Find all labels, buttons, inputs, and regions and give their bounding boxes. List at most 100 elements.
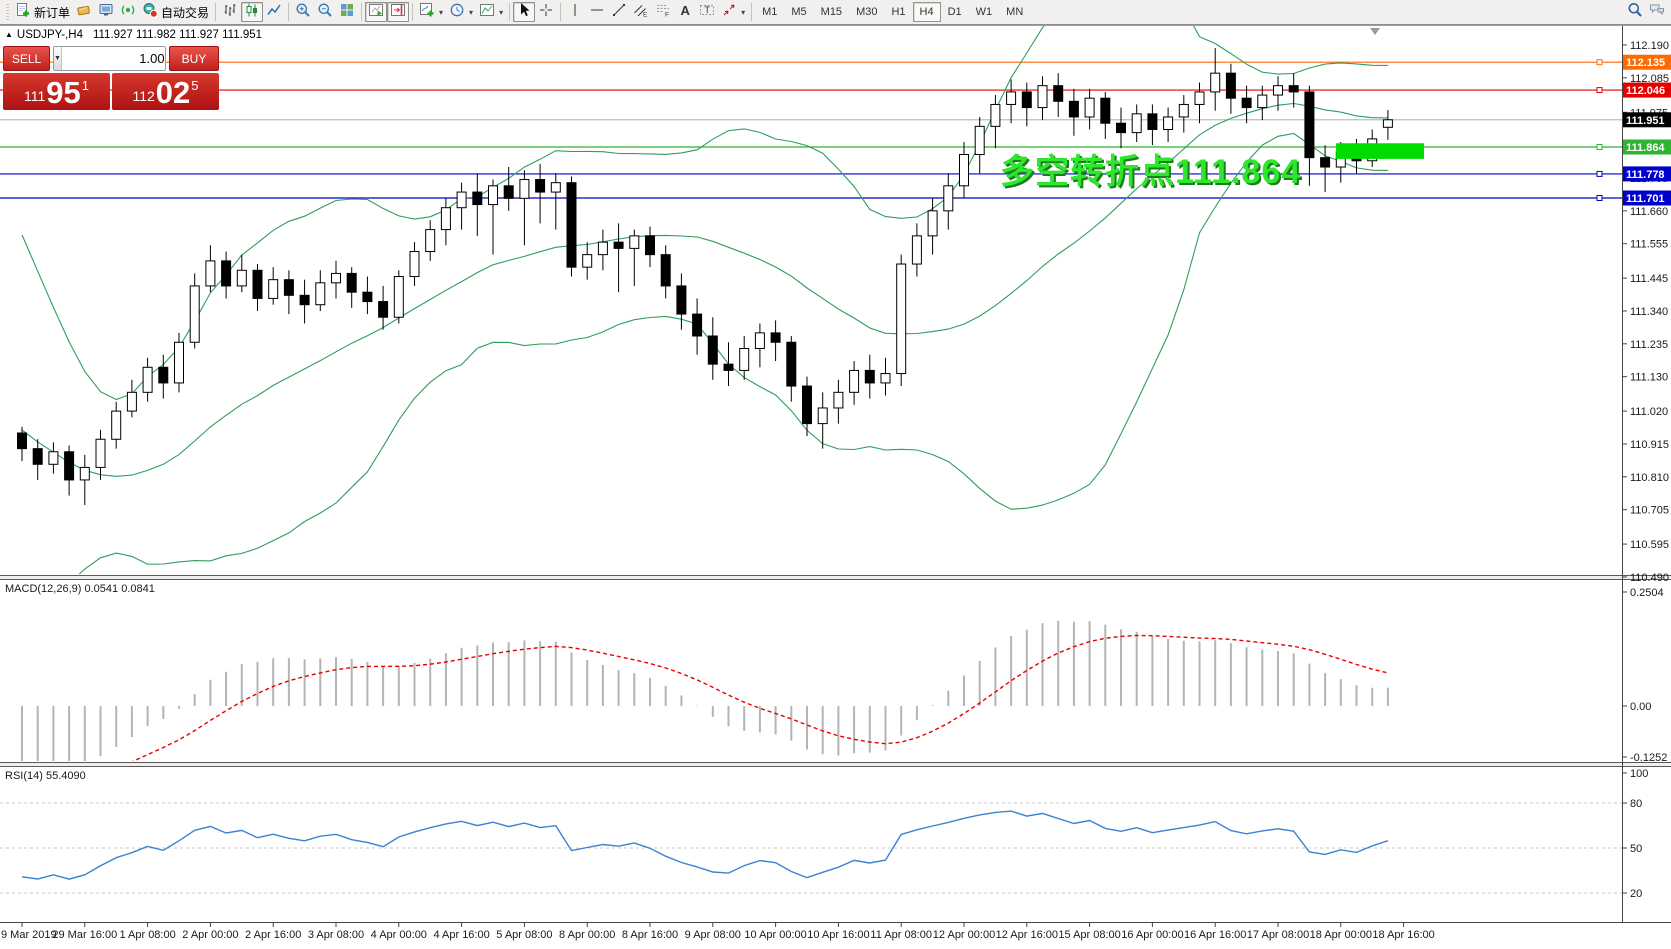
candle-body — [425, 229, 436, 253]
chat-button[interactable] — [1646, 2, 1668, 22]
crosshair-button[interactable] — [535, 2, 557, 22]
vertical-line-button[interactable] — [564, 2, 586, 22]
rsi-label: RSI(14) 55.4090 — [5, 770, 86, 782]
candle-body — [1194, 91, 1205, 105]
toolbar-grip[interactable] — [6, 4, 9, 20]
cursor-button[interactable] — [513, 2, 536, 23]
horizontal-line-button[interactable] — [586, 2, 608, 22]
text-label-button[interactable]: T — [696, 2, 718, 22]
tile-windows-button[interactable] — [336, 2, 358, 22]
price-tick-label: 111.445 — [1630, 273, 1668, 285]
candle-body — [786, 341, 797, 387]
hline-handle[interactable] — [1596, 87, 1603, 94]
templates-button[interactable]: ▾ — [476, 2, 506, 22]
timeframe-h4-button[interactable]: H4 — [912, 2, 941, 22]
price-tick-label: 111.660 — [1630, 206, 1668, 218]
candle-body — [95, 438, 106, 468]
zoom-out-button[interactable] — [314, 2, 336, 22]
timeframe-mn-button[interactable]: MN — [1006, 6, 1024, 18]
sell-price-button[interactable]: 111 95 1 — [3, 73, 110, 110]
volume-decrease-button[interactable]: ▼ — [54, 47, 62, 70]
autotrading-icon — [142, 2, 158, 23]
zoom-in-button[interactable] — [292, 2, 314, 22]
price-tick-label: 110.915 — [1630, 439, 1669, 451]
hline-handle[interactable] — [1596, 170, 1603, 177]
timeframe-w1-button[interactable]: W1 — [975, 6, 993, 18]
timeframe-h1-button[interactable]: H1 — [891, 6, 906, 18]
price-badge — [1623, 166, 1671, 182]
candle-body — [142, 366, 153, 393]
candle-body — [1288, 85, 1299, 93]
line-chart-button[interactable] — [263, 2, 285, 22]
volume-stepper: ▼ ▲ — [53, 46, 166, 71]
buy-price-big: 02 — [155, 75, 191, 111]
chart-shift-icon — [390, 2, 406, 23]
hline-handle[interactable] — [1596, 144, 1603, 151]
hline-handle[interactable] — [1596, 59, 1603, 66]
time-tick-label: 9 Mar 2019 — [1, 929, 57, 941]
chevron-down-icon[interactable]: ▾ — [499, 7, 504, 17]
new-order-button[interactable]: 新订单 — [12, 2, 73, 22]
timeframe-m5-button[interactable]: M5 — [791, 6, 807, 18]
candle-body — [896, 263, 907, 375]
equidistant-channel-button[interactable]: E — [630, 2, 652, 22]
data-window-icon — [98, 2, 114, 23]
chevron-down-icon[interactable]: ▾ — [741, 7, 746, 17]
text-button[interactable]: A — [674, 2, 696, 22]
periods-icon — [449, 2, 465, 23]
time-tick-label: 18 Apr 16:00 — [1372, 929, 1434, 941]
fibonacci-button[interactable]: F — [652, 2, 674, 22]
chevron-down-icon[interactable]: ▾ — [469, 7, 474, 17]
trendline-button[interactable] — [608, 2, 630, 22]
timeframe-d1-button[interactable]: D1 — [947, 6, 962, 18]
chevron-down-icon[interactable]: ▾ — [439, 7, 444, 17]
chart-shift-marker-icon[interactable] — [1370, 28, 1380, 35]
time-tick-label: 15 Apr 08:00 — [1058, 929, 1120, 941]
sell-button[interactable]: SELL — [3, 46, 50, 71]
candlestick-button[interactable] — [241, 2, 264, 22]
buy-button[interactable]: BUY — [169, 46, 219, 71]
volume-input[interactable] — [61, 47, 165, 70]
candle-body — [974, 125, 985, 156]
candle-body — [566, 182, 577, 268]
chart-shift-button[interactable] — [387, 2, 410, 23]
collapse-panel-icon[interactable]: ▲ — [5, 30, 13, 39]
pivot-annotation-text[interactable]: 多空转折点111.864 — [1000, 153, 1302, 191]
candle-body — [205, 260, 216, 287]
candle-body — [911, 235, 922, 265]
auto-scroll-button[interactable] — [365, 2, 388, 22]
timeframe-m15-button[interactable]: M15 — [820, 6, 843, 18]
timeframe-m30-button[interactable]: M30 — [856, 6, 878, 18]
candle-body — [111, 410, 122, 440]
candle-body — [362, 291, 373, 303]
toolbar-separator — [509, 3, 511, 21]
candle-body — [723, 363, 734, 371]
candle-body — [1163, 116, 1174, 130]
time-tick-label: 18 Apr 00:00 — [1310, 929, 1372, 941]
candle-body — [613, 241, 624, 249]
main-toolbar: 新订单 自动交易 ▾ ▾ ▾ E F A T ▾ M1 M5 M15 M30 H1 H4 D1 W1 MN — [0, 0, 1671, 25]
timeframe-m1-button[interactable]: M1 — [762, 6, 778, 18]
new-order-icon — [15, 2, 31, 23]
price-badge-label: 112.135 — [1626, 57, 1665, 69]
candle-body — [17, 432, 27, 450]
indicators-button[interactable]: ▾ — [416, 2, 446, 22]
sell-price-big: 95 — [46, 75, 81, 111]
arrows-button[interactable]: ▾ — [718, 2, 748, 22]
autotrading-button[interactable]: 自动交易 — [139, 2, 212, 22]
profile-button[interactable] — [73, 2, 95, 22]
hline-handle[interactable] — [1596, 195, 1603, 202]
signals-button[interactable] — [117, 2, 139, 22]
search-button[interactable] — [1624, 2, 1646, 22]
periods-button[interactable]: ▾ — [446, 2, 476, 22]
data-window-button[interactable] — [95, 2, 117, 22]
cursor-icon — [516, 2, 532, 23]
candle-body — [629, 235, 640, 249]
highlight-rectangle[interactable] — [1336, 143, 1425, 159]
time-tick-label: 3 Apr 08:00 — [308, 929, 364, 941]
bar-chart-button[interactable] — [219, 2, 241, 22]
candle-body — [393, 276, 404, 318]
buy-price-button[interactable]: 112 02 5 — [112, 73, 219, 110]
